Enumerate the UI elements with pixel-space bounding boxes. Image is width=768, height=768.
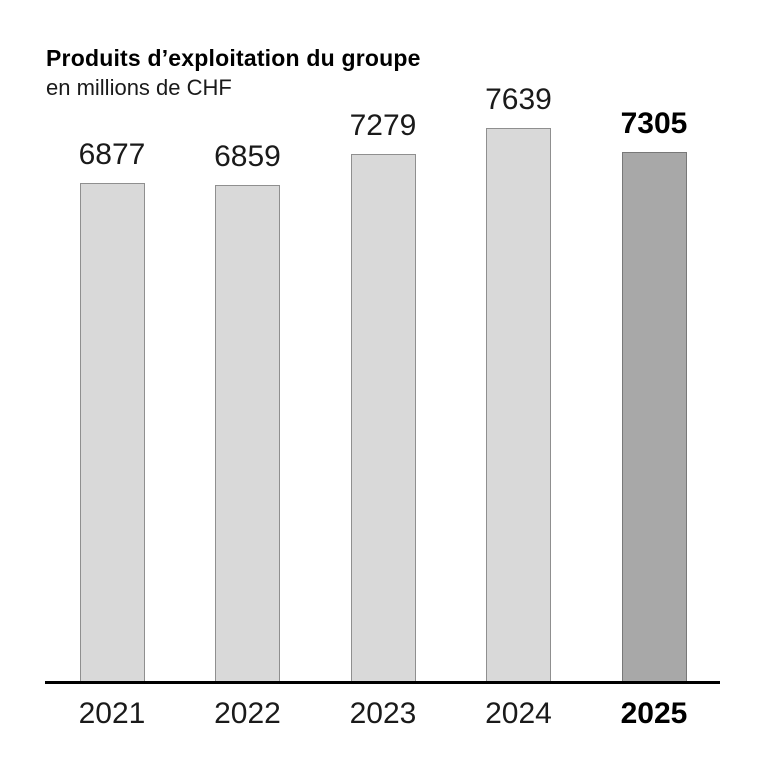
value-label-2023: 7279	[349, 109, 417, 142]
bar-2023	[350, 154, 416, 684]
x-axis-line	[45, 681, 720, 684]
x-tick-label-2022: 2022	[214, 697, 281, 730]
value-label-2024: 7639	[485, 83, 552, 116]
chart-title: Produits d’exploitation du groupe	[46, 45, 421, 71]
value-label-2021: 6877	[78, 138, 146, 171]
value-label-2025: 7305	[620, 107, 688, 140]
value-label-2022: 6859	[214, 140, 281, 173]
bar-2021	[79, 183, 145, 684]
bar-2022	[215, 185, 280, 684]
x-tick-label-2024: 2024	[485, 697, 552, 730]
x-tick-label-2025: 2025	[620, 697, 688, 730]
bar-2025	[621, 152, 687, 684]
chart-header: Produits d’exploitation du groupe en mil…	[46, 44, 421, 101]
bar-2024	[486, 128, 551, 684]
chart-subtitle: en millions de CHF	[46, 75, 232, 100]
x-tick-label-2021: 2021	[78, 697, 146, 730]
x-tick-label-2023: 2023	[349, 697, 417, 730]
